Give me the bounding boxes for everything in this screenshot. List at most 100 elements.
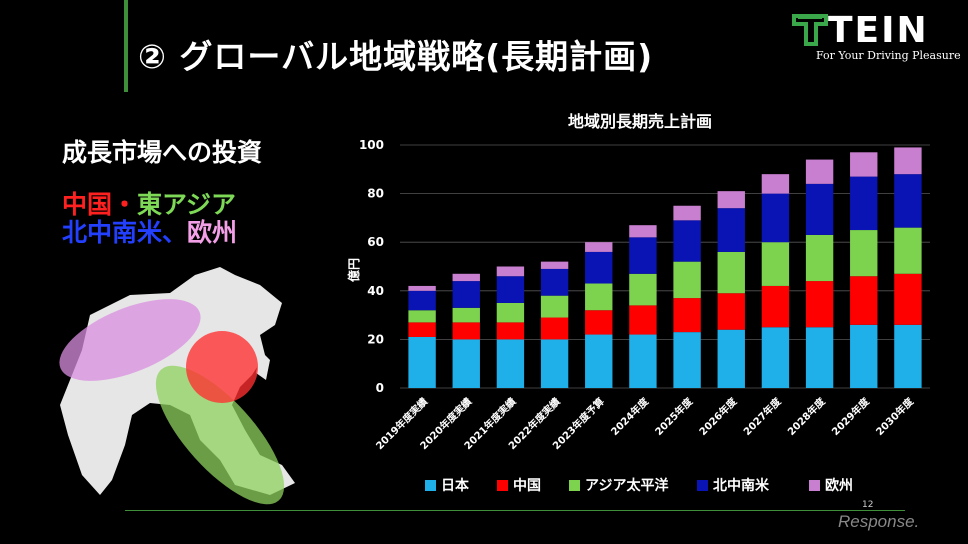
bar-segment-3 — [452, 281, 480, 308]
bar-segment-2 — [850, 230, 878, 277]
title-accent-bar — [124, 0, 128, 92]
bar-segment-2 — [496, 302, 525, 323]
bar-segment-1 — [452, 322, 480, 340]
bar-segment-2 — [408, 310, 436, 323]
tein-logo: TEIN For Your Driving Pleasure — [790, 10, 961, 68]
bar-segment-1 — [717, 293, 745, 330]
chart-y-axis-label: 億円 — [346, 258, 361, 282]
logo-tagline: For Your Driving Pleasure — [816, 49, 961, 62]
bar-segment-2 — [585, 283, 613, 311]
bar-segment-2 — [629, 273, 657, 306]
legend-label: 中国 — [513, 477, 541, 494]
footer-divider — [125, 510, 905, 511]
bar-segment-2 — [540, 295, 569, 318]
legend-swatch — [697, 480, 708, 491]
region-line-americas-europe: 北中南米、欧州 — [62, 213, 237, 249]
legend-swatch — [569, 480, 580, 491]
chart-x-ticks: 2019年度実績2020年度実績2021年度実績2022年度実績2023年度予算… — [373, 394, 917, 452]
region-separator-dot: ・ — [112, 190, 138, 219]
bar-segment-1 — [850, 276, 878, 325]
x-tick-label: 2026年度 — [696, 394, 740, 438]
bar-segment-1 — [761, 285, 790, 328]
bar-segment-3 — [850, 176, 878, 231]
bar-segment-3 — [585, 251, 613, 284]
bar-segment-3 — [540, 268, 569, 296]
europe-highlight — [59, 299, 201, 381]
legend-label: 北中南米 — [713, 477, 770, 494]
bar-segment-4 — [673, 205, 701, 221]
asia-pacific-highlight — [155, 365, 285, 505]
chart-title: 地域別長期売上計画 — [568, 112, 712, 131]
y-tick-label: 100 — [359, 138, 384, 152]
legend-swatch — [497, 480, 508, 491]
bar-segment-0 — [894, 324, 922, 388]
bar-segment-3 — [894, 174, 922, 228]
bar-segment-3 — [496, 276, 525, 303]
y-tick-label: 40 — [367, 284, 384, 298]
bar-segment-4 — [717, 191, 745, 209]
chart-y-ticks: 0 20 40 60 80 100 — [359, 138, 384, 395]
bar-segment-0 — [850, 324, 878, 388]
x-tick-label: 2029年度 — [829, 394, 873, 438]
bar-segment-0 — [761, 327, 790, 388]
bar-segment-3 — [717, 208, 745, 252]
y-tick-label: 80 — [367, 187, 384, 201]
response-watermark: Response. — [838, 512, 920, 531]
world-map-illustration — [59, 267, 295, 505]
logo-wordmark: TEIN — [828, 10, 929, 51]
bar-segment-2 — [717, 251, 745, 294]
bar-segment-1 — [496, 322, 525, 340]
bar-segment-0 — [540, 339, 569, 388]
bar-segment-2 — [894, 227, 922, 274]
bar-segment-1 — [673, 298, 701, 333]
china-highlight — [186, 331, 258, 403]
bar-segment-1 — [629, 305, 657, 335]
bar-segment-3 — [408, 290, 436, 311]
x-tick-label: 2025年度 — [652, 394, 696, 438]
bar-segment-3 — [761, 193, 790, 243]
bar-segment-4 — [894, 147, 922, 175]
tein-logo-mark-icon — [792, 14, 828, 46]
bar-segment-0 — [717, 329, 745, 388]
bar-segment-0 — [452, 339, 480, 388]
y-tick-label: 20 — [367, 332, 384, 346]
bar-segment-3 — [805, 183, 834, 235]
x-tick-label: 2027年度 — [741, 394, 785, 438]
bar-segment-1 — [585, 310, 613, 335]
legend-swatch — [425, 480, 436, 491]
bar-segment-3 — [673, 220, 701, 262]
region-separator-comma: 、 — [162, 218, 188, 247]
region-east-asia: 東アジア — [137, 190, 237, 219]
bar-segment-0 — [629, 334, 657, 388]
y-tick-label: 60 — [367, 235, 384, 249]
bar-segment-4 — [629, 225, 657, 238]
legend-label: アジア太平洋 — [585, 477, 668, 494]
page-number: 12 — [862, 500, 874, 510]
bar-segment-4 — [540, 261, 569, 269]
x-tick-label: 2030年度 — [873, 394, 917, 438]
bar-segment-2 — [761, 242, 790, 286]
region-line-asia: 中国・東アジア — [62, 185, 236, 221]
legend-label: 欧州 — [825, 477, 853, 494]
bar-segment-1 — [805, 281, 834, 328]
bar-segment-3 — [629, 237, 657, 274]
bar-segment-4 — [805, 159, 834, 184]
bar-segment-0 — [585, 334, 613, 388]
region-china: 中国 — [62, 190, 113, 219]
legend-swatch — [809, 480, 820, 491]
chart-gridlines — [400, 144, 930, 389]
region-americas: 北中南米 — [62, 218, 163, 247]
chart-bars — [408, 147, 922, 388]
y-tick-label: 0 — [376, 381, 384, 395]
bar-segment-0 — [408, 336, 436, 388]
bar-segment-4 — [761, 174, 790, 194]
bar-segment-2 — [673, 261, 701, 299]
bar-segment-4 — [850, 152, 878, 177]
investment-heading: 成長市場への投資 — [62, 138, 263, 167]
bar-segment-1 — [894, 273, 922, 325]
legend-label: 日本 — [441, 477, 470, 494]
regional-sales-chart: 地域別長期売上計画 億円 0 20 40 60 80 100 2019年度実績2020年度… — [346, 112, 930, 494]
region-europe: 欧州 — [187, 218, 238, 247]
bar-segment-1 — [540, 317, 569, 340]
x-tick-label: 2024年度 — [608, 394, 652, 438]
